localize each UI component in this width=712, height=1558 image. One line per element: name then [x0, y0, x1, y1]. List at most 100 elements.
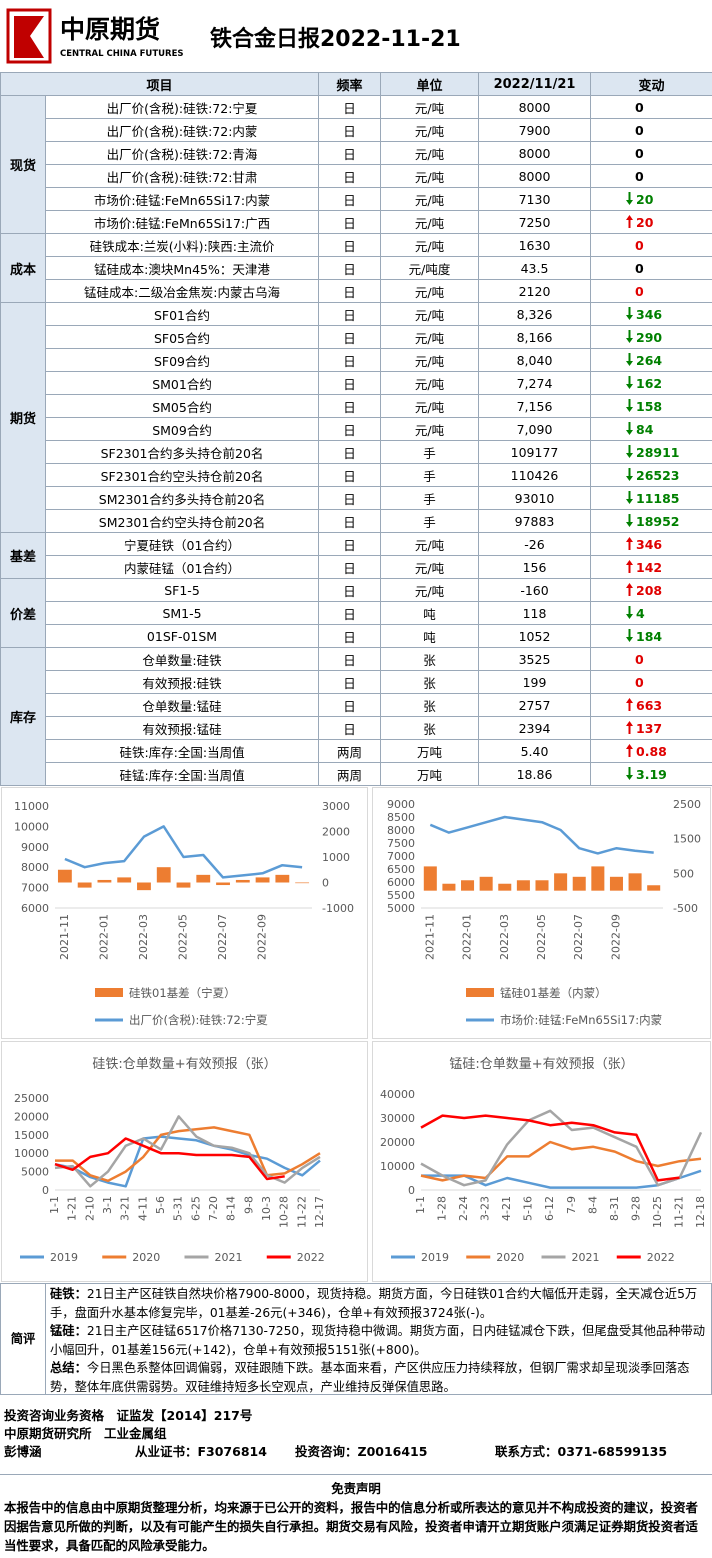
bar — [255, 877, 270, 883]
y2-tick-label: 2500 — [673, 798, 701, 811]
y2-tick-label: 1000 — [322, 851, 350, 864]
value: 7900 — [478, 118, 592, 142]
y-tick-label: 0 — [42, 1184, 49, 1197]
freq: 日 — [318, 647, 382, 671]
x-tick-label: 3-23 — [479, 1196, 492, 1221]
x-tick-label: 4-11 — [136, 1196, 149, 1221]
change-cell: 0 — [590, 647, 712, 671]
x-tick-label: 3-21 — [119, 1196, 132, 1221]
value: -26 — [478, 532, 592, 556]
bar — [479, 876, 493, 891]
item: 硅铁成本:兰炭(小料):陕西:主流价 — [44, 233, 320, 257]
change-arrow — [626, 468, 634, 481]
disclaimer-title: 免责声明 — [331, 1481, 381, 1496]
row: 库存 仓单数量:硅铁日张 3525 0 — [0, 647, 712, 786]
chart: 硅铁:仓单数量+有效预报（张） 0 5000 10000 15000 20000 25000… — [1, 1041, 368, 1282]
chart-frame — [372, 787, 711, 1039]
row: SM1-5 日吨 118 4 — [1, 601, 712, 625]
x-tick-label: 7-9 — [565, 1196, 578, 1214]
unit: 元/吨 — [380, 233, 480, 257]
header-row: 项目 频率 单位 2022/11/21 变动 — [0, 72, 712, 96]
arrow-shape — [626, 422, 634, 435]
x-tick-label: 2022-05 — [535, 914, 548, 960]
change-arrow — [626, 721, 634, 734]
bar — [609, 876, 623, 891]
section-name: 期货 — [0, 302, 46, 533]
unit: 手 — [380, 463, 480, 487]
bar — [554, 873, 568, 891]
arrow-shape — [626, 537, 634, 550]
change-arrow — [626, 399, 634, 412]
change: 26523 — [636, 468, 680, 483]
y-tick-label: 20000 — [14, 1110, 49, 1123]
legend-label: 2020 — [132, 1251, 160, 1264]
unit: 手 — [380, 486, 480, 510]
x-tick-label: 9-8 — [242, 1196, 255, 1214]
freq: 日 — [318, 509, 382, 533]
x-tick-label: 11-21 — [672, 1196, 685, 1228]
unit: 元/吨 — [380, 348, 480, 372]
x-tick-label: 1-1 — [414, 1196, 427, 1214]
arrow-shape — [626, 698, 634, 711]
item: SF1-5 — [44, 578, 320, 602]
x-tick-label: 2021-11 — [423, 914, 436, 960]
freq: 日 — [318, 187, 382, 211]
value: 93010 — [478, 486, 592, 510]
change: 0 — [635, 168, 644, 184]
comment-text: 今日黑色系整体回调偏弱，双硅跟随下跌。基本面来看，产区供应压力持续释放，但钢厂需… — [50, 1361, 690, 1394]
x-tick-label: 4-21 — [500, 1196, 513, 1221]
change: 663 — [636, 698, 663, 713]
item: 内蒙硅锰（01合约） — [44, 555, 320, 579]
chart-title: 硅铁:仓单数量+有效预报（张） — [92, 1057, 276, 1072]
change-cell: 3.19 — [590, 762, 712, 786]
row: 市场价:硅锰:FeMn65Si17:内蒙日元/吨 7130 20 — [1, 187, 712, 211]
y-tick-label: 10000 — [14, 1147, 49, 1160]
freq: 日 — [318, 578, 382, 602]
comment-head: 锰硅： — [50, 1324, 87, 1338]
y-tick-label: 11000 — [14, 800, 49, 813]
item: 01SF-01SM — [44, 624, 320, 648]
row: SM09合约日元/吨 7,090 84 — [1, 417, 712, 441]
item: SF2301合约空头持仓前20名 — [44, 463, 320, 487]
change-arrow — [626, 583, 634, 596]
change-cell: 0 — [590, 279, 712, 303]
change: 3.19 — [636, 767, 667, 782]
value: 2757 — [478, 693, 592, 717]
arrow-shape — [626, 629, 634, 642]
change: 20 — [636, 192, 654, 207]
change-cell: 158 — [590, 394, 712, 418]
row: SM2301合约空头持仓前20名日手 97883 18952 — [1, 509, 712, 533]
legend-label: 2021 — [215, 1251, 243, 1264]
bar — [516, 880, 530, 891]
item: 有效预报:硅铁 — [44, 670, 320, 694]
arrow-shape — [626, 445, 634, 458]
item: 出厂价(含税):硅铁:72:内蒙 — [44, 118, 320, 142]
change: 290 — [636, 330, 663, 345]
value: 7250 — [478, 210, 592, 234]
value: 97883 — [478, 509, 592, 533]
bar — [77, 882, 92, 888]
change-arrow — [626, 767, 634, 780]
bar — [117, 877, 132, 883]
row: 锰硅成本:二级冶金焦炭:内蒙古乌海日元/吨 2120 0 — [1, 279, 712, 303]
x-tick-label: 11-22 — [295, 1196, 308, 1228]
x-tick-label: 2-24 — [457, 1196, 470, 1221]
x-tick-label: 9-28 — [629, 1196, 642, 1221]
comment-paragraph: 总结：今日黑色系整体回调偏弱，双硅跟随下跌。基本面来看，产区供应压力持续释放，但… — [50, 1359, 707, 1396]
value: 5.40 — [478, 739, 592, 763]
x-tick-label: 2022-03 — [498, 914, 511, 960]
contact: 联系方式：0371-68599135 — [495, 1444, 668, 1459]
bar — [216, 882, 230, 886]
comment-head: 总结： — [50, 1361, 87, 1375]
chart-frame — [372, 1041, 711, 1282]
y-tick-label: 10000 — [14, 820, 49, 833]
item: 市场价:硅锰:FeMn65Si17:广西 — [44, 210, 320, 234]
unit: 元/吨 — [380, 325, 480, 349]
y2-tick-label: 2000 — [322, 826, 350, 839]
y-tick-label: 25000 — [14, 1092, 49, 1105]
bar — [235, 879, 250, 883]
y-tick-label: 8000 — [21, 861, 49, 874]
item: SM2301合约空头持仓前20名 — [44, 509, 320, 533]
bar — [97, 879, 112, 883]
freq: 两周 — [318, 739, 382, 763]
